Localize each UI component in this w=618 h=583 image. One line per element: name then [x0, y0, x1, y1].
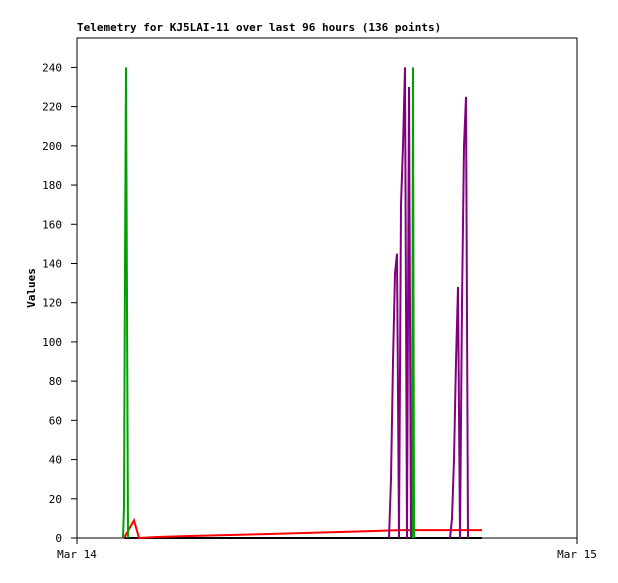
x-tick-label: Mar 15	[557, 548, 597, 561]
y-tick-label: 100	[42, 336, 62, 349]
y-tick-label: 40	[49, 454, 62, 467]
y-tick-label: 200	[42, 140, 62, 153]
y-tick-label: 80	[49, 375, 62, 388]
y-tick-label: 120	[42, 297, 62, 310]
y-tick-label: 60	[49, 414, 62, 427]
y-tick-label: 0	[55, 532, 62, 545]
series-line	[123, 517, 482, 540]
y-tick-label: 20	[49, 493, 62, 506]
series-line	[122, 67, 415, 539]
y-tick-label: 160	[42, 218, 62, 231]
y-tick-label: 140	[42, 257, 62, 270]
y-tick-label: 240	[42, 61, 62, 74]
y-axis-label: Values	[25, 268, 38, 308]
series-line	[388, 67, 469, 539]
y-tick-label: 220	[42, 101, 62, 114]
x-tick-label: Mar 14	[57, 548, 97, 561]
chart-title: Telemetry for KJ5LAI-11 over last 96 hou…	[77, 21, 441, 34]
y-tick-label: 180	[42, 179, 62, 192]
